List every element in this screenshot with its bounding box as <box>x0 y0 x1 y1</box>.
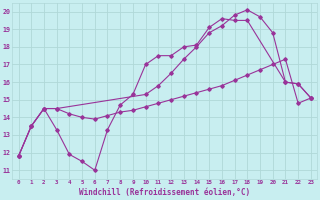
X-axis label: Windchill (Refroidissement éolien,°C): Windchill (Refroidissement éolien,°C) <box>79 188 250 197</box>
